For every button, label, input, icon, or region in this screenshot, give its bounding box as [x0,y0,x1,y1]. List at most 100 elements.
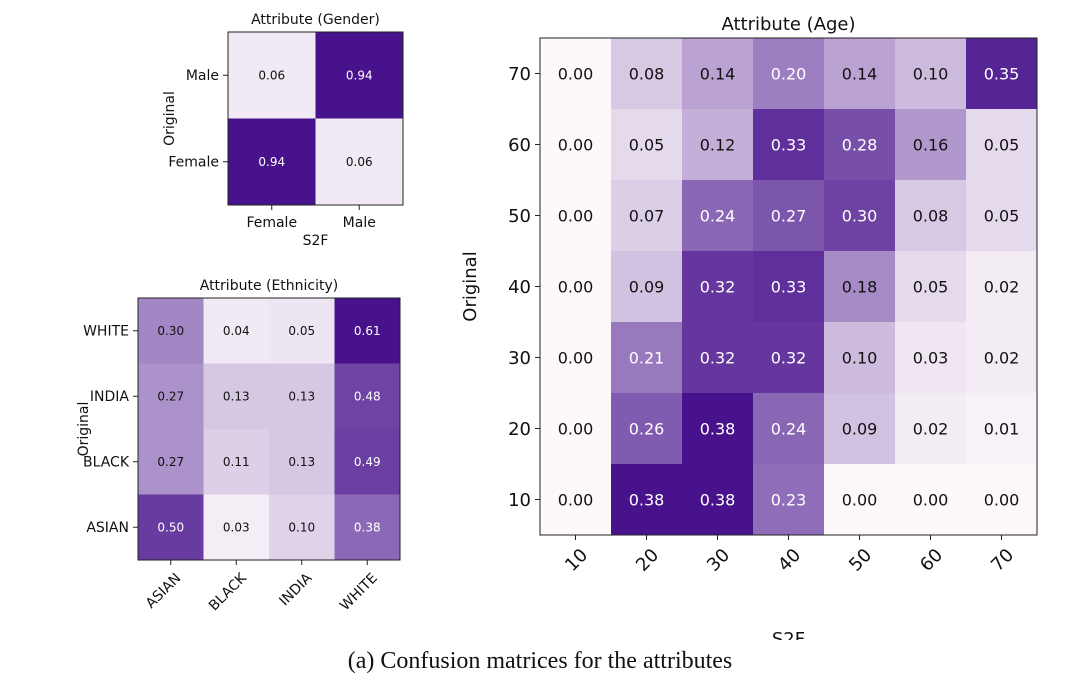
cell-value-label: 0.05 [984,135,1020,154]
heatmap-cell [682,109,753,180]
x-tick-label: 60 [916,545,947,576]
heatmap-cell [824,180,895,251]
cell-value-label: 0.02 [984,277,1020,296]
heatmap-cell [966,322,1037,393]
cell-value-label: 0.26 [629,419,665,438]
heatmap-cell [228,118,316,205]
cell-value-label: 0.09 [629,277,665,296]
heatmap-cell [895,393,966,464]
gender-title: Attribute (Gender) [251,12,380,28]
heatmap-cell [540,251,611,322]
cell-value-label: 0.00 [842,490,878,509]
cell-value-label: 0.00 [984,490,1020,509]
heatmap-cell [682,38,753,109]
heatmap-cell [753,109,824,180]
gender-frame [227,31,404,206]
y-tick-label: 10 [508,490,531,511]
heatmap-cell [203,363,269,429]
x-tick-label: Female [246,215,297,231]
cell-value-label: 0.00 [558,206,594,225]
heatmap-cell [682,251,753,322]
cell-value-label: 0.33 [771,277,807,296]
cell-value-label: 0.08 [913,206,949,225]
cell-value-label: 0.94 [346,69,373,83]
cell-value-label: 0.14 [700,64,736,83]
heatmap-cell [315,32,403,119]
heatmap-cell [824,109,895,180]
cell-value-label: 0.02 [984,348,1020,367]
heatmap-cell [753,393,824,464]
cell-value-label: 0.07 [629,206,665,225]
cell-value-label: 0.38 [700,490,736,509]
y-tick-label: 30 [508,348,531,369]
x-tick-label: 70 [987,545,1018,576]
cell-value-label: 0.38 [700,419,736,438]
heatmap-cell [895,322,966,393]
cell-value-label: 0.30 [842,206,878,225]
heatmap-cell [611,251,682,322]
age-xlabel: S2F [772,629,805,640]
heatmap-cell [334,298,400,364]
cell-value-label: 0.50 [157,521,184,535]
cell-value-label: 0.00 [558,419,594,438]
cell-value-label: 0.18 [842,277,878,296]
heatmap-cell [269,363,335,429]
cell-value-label: 0.00 [558,135,594,154]
y-tick-label: BLACK [83,455,130,471]
cell-value-label: 0.05 [629,135,665,154]
heatmap-cell [682,464,753,535]
heatmap-cell [540,38,611,109]
cell-value-label: 0.09 [842,419,878,438]
heatmap-cell [138,363,204,429]
x-tick-label: 10 [561,545,592,576]
heatmap-cell [753,322,824,393]
y-tick-label: ASIAN [86,520,129,536]
cell-value-label: 0.06 [346,155,373,169]
heatmap-cell [895,109,966,180]
cell-value-label: 0.27 [771,206,807,225]
ethnicity-frame [137,297,401,561]
cell-value-label: 0.32 [700,277,736,296]
cell-value-label: 0.32 [700,348,736,367]
cell-value-label: 0.00 [558,490,594,509]
cell-value-label: 0.61 [354,324,381,338]
heatmap-cell [682,393,753,464]
y-tick-label: 20 [508,419,531,440]
cell-value-label: 0.12 [700,135,736,154]
x-tick-label: 40 [774,545,805,576]
y-tick-label: 70 [508,64,531,85]
heatmap-cell [334,494,400,560]
cell-value-label: 0.20 [771,64,807,83]
cell-value-label: 0.00 [913,490,949,509]
y-tick-label: Male [186,68,219,84]
heatmap-cell [895,251,966,322]
y-tick-label: Female [168,155,219,171]
cell-value-label: 0.94 [258,155,285,169]
gender-heatmap: Attribute (Gender) 0.06 0.94 0.94 0.06 Male Fe… [162,12,404,249]
heatmap-cell [269,298,335,364]
cell-value-label: 0.13 [223,390,250,404]
x-tick-label: Male [343,215,376,231]
heatmap-cell [269,494,335,560]
heatmap-cell [334,429,400,495]
age-ylabel: Original [460,251,481,321]
cell-value-label: 0.10 [288,521,315,535]
heatmap-cell [824,464,895,535]
age-title: Attribute (Age) [721,14,855,35]
cell-value-label: 0.05 [288,324,315,338]
y-tick-label: INDIA [90,389,130,405]
x-tick-label: 20 [632,545,663,576]
heatmap-cell [824,38,895,109]
heatmap-cell [824,322,895,393]
cell-value-label: 0.05 [984,206,1020,225]
heatmap-cell [611,38,682,109]
age-heatmap: Attribute (Age) 0.00 0.08 0.14 0.20 0.14 0.10 0… [460,14,1038,640]
heatmap-cell [753,464,824,535]
heatmap-cell [611,180,682,251]
cell-value-label: 0.01 [984,419,1020,438]
gender-ylabel: Original [162,91,178,146]
cell-value-label: 0.35 [984,64,1020,83]
cell-value-label: 0.03 [223,521,250,535]
heatmap-cell [895,38,966,109]
x-tick-label: WHITE [337,570,381,614]
